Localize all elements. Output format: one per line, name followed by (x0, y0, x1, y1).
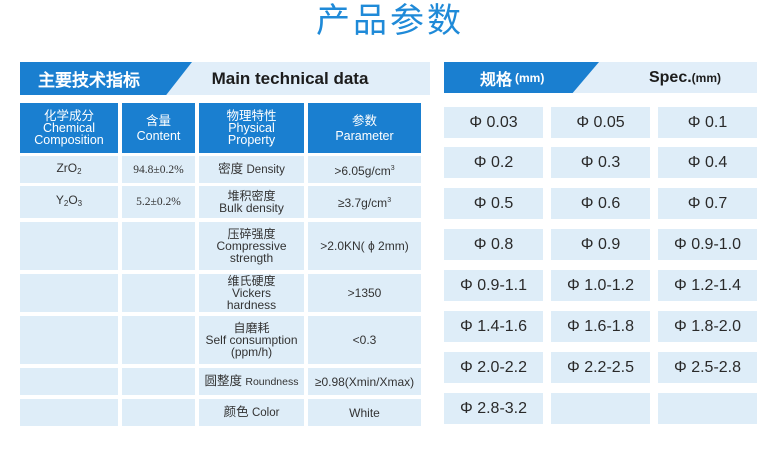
column-header-parameter: 参数 Parameter (308, 103, 421, 153)
spec-size-cell: Φ 0.1 (658, 107, 757, 138)
parameter-cell: <0.3 (308, 316, 421, 364)
page-title: 产品参数 (316, 1, 464, 41)
spec-size-cell: Φ 0.9-1.1 (444, 270, 543, 301)
spec-size-cell: Φ 2.0-2.2 (444, 352, 543, 383)
spec-size-cell: Φ 0.8 (444, 229, 543, 260)
parameter-cell: ≥3.7g/cm3 (308, 186, 421, 218)
composition-cell (20, 399, 118, 426)
spec-size-cell: Φ 2.5-2.8 (658, 352, 757, 383)
spec-size-cell: Φ 0.7 (658, 188, 757, 219)
parameter-cell: >6.05g/cm3 (308, 156, 421, 183)
composition-cell (20, 222, 118, 270)
parameter-cell: ≥0.98(Xmin/Xmax) (308, 368, 421, 395)
spec-size-cell: Φ 1.2-1.4 (658, 270, 757, 301)
spec-size-cell: Φ 0.9-1.0 (658, 229, 757, 260)
spec-size-cell: Φ 1.0-1.2 (551, 270, 650, 301)
column-header-composition: 化学成分 Chemical Composition (20, 103, 118, 153)
content-cell (122, 399, 195, 426)
parameter-cell: White (308, 399, 421, 426)
spec-size-cell: Φ 0.5 (444, 188, 543, 219)
spec-size-cell: Φ 0.3 (551, 147, 650, 178)
composition-cell (20, 316, 118, 364)
spec-size-cell: Φ 0.05 (551, 107, 650, 138)
spec-size-cell: Φ 0.4 (658, 147, 757, 178)
property-cell: 自磨耗 Self consumption (ppm/h) (199, 316, 304, 364)
spec-size-cell: Φ 2.8-3.2 (444, 393, 543, 424)
technical-header-cn: 主要技术指标 (20, 62, 192, 95)
property-cell: 堆积密度 Bulk density (199, 186, 304, 218)
content-cell (122, 274, 195, 312)
spec-size-cell: Φ 1.8-2.0 (658, 311, 757, 342)
spec-size-cell: Φ 0.6 (551, 188, 650, 219)
composition-cell: Y2O3 (20, 186, 118, 218)
spec-size-cell: Φ 2.2-2.5 (551, 352, 650, 383)
spec-size-cell: Φ 0.2 (444, 147, 543, 178)
content-cell: 5.2±0.2% (122, 186, 195, 218)
property-cell: 圆整度 Roundness (199, 368, 304, 395)
spec-empty-cell (551, 393, 650, 424)
spec-header-en: Spec. (mm) (648, 68, 722, 86)
column-header-content: 含量 Content (122, 103, 195, 153)
spec-size-cell: Φ 0.03 (444, 107, 543, 138)
spec-header-cn: 规格 (mm) (444, 62, 599, 93)
composition-cell (20, 368, 118, 395)
content-cell: 94.8±0.2% (122, 156, 195, 183)
parameter-cell: >2.0KN( ϕ 2mm) (308, 222, 421, 270)
content-cell (122, 368, 195, 395)
property-cell: 维氏硬度 Vickers hardness (199, 274, 304, 312)
composition-cell: ZrO2 (20, 156, 118, 183)
property-cell: 压碎强度 Compressive strength (199, 222, 304, 270)
property-cell: 密度 Density (199, 156, 304, 183)
spec-size-cell: Φ 1.4-1.6 (444, 311, 543, 342)
content-cell (122, 222, 195, 270)
spec-size-cell: Φ 0.9 (551, 229, 650, 260)
composition-cell (20, 274, 118, 312)
parameter-cell: >1350 (308, 274, 421, 312)
spec-empty-cell (658, 393, 757, 424)
spec-size-cell: Φ 1.6-1.8 (551, 311, 650, 342)
technical-header-en: Main technical data (211, 68, 369, 88)
content-cell (122, 316, 195, 364)
column-header-property: 物理特性 Physical Property (199, 103, 304, 153)
property-cell: 颜色 Color (199, 399, 304, 426)
